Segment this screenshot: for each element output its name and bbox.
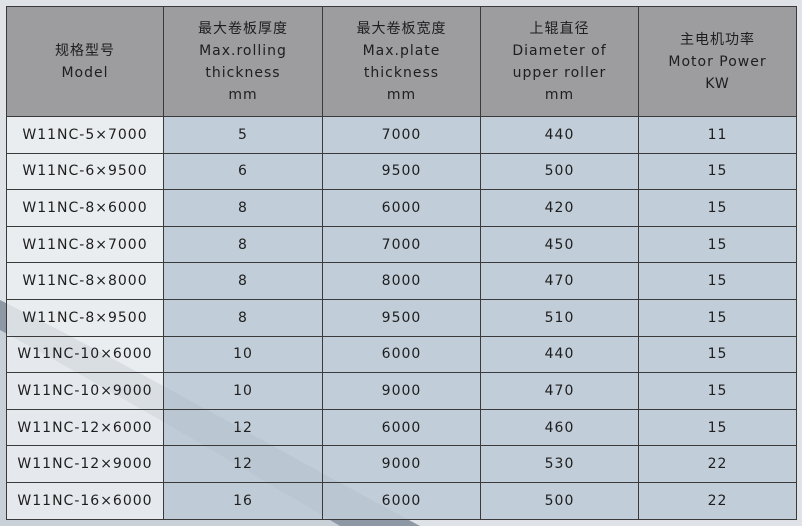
table-row: W11NC-8×9500 8 9500 510 15 xyxy=(6,298,797,337)
table-cell: W11NC-10×6000 xyxy=(6,335,164,374)
table-cell: 6000 xyxy=(322,335,481,374)
header-text: 上辊直径 xyxy=(529,20,590,37)
header-text: Model xyxy=(61,64,109,81)
table-cell: 460 xyxy=(480,408,639,447)
table-cell: 22 xyxy=(638,445,797,483)
table-cell: 10 xyxy=(163,372,323,410)
table-cell: W11NC-16×6000 xyxy=(6,481,164,520)
table-cell: 6000 xyxy=(322,481,481,520)
table-cell: 9000 xyxy=(322,372,481,410)
header-text: 最大卷板宽度 xyxy=(356,20,447,37)
table-cell: 15 xyxy=(638,152,797,191)
table-body: W11NC-5×7000 5 7000 440 11 W11NC-6×9500 6 9500 5… xyxy=(6,116,797,520)
table-cell: W11NC-10×9000 xyxy=(6,372,164,410)
table-row: W11NC-12×9000 12 9000 530 22 xyxy=(6,445,797,483)
table-row: W11NC-16×6000 16 6000 500 22 xyxy=(6,481,797,520)
header-text: Max.rolling xyxy=(199,42,287,59)
header-text: Motor Power xyxy=(668,53,767,70)
spec-table: 规格型号 Model 最大卷板厚度 Max.rolling thickness mm 最大卷… xyxy=(6,6,797,520)
table-cell: 7000 xyxy=(322,116,481,154)
header-cell: 最大卷板宽度 Max.plate thickness mm xyxy=(322,6,481,117)
table-cell: 9500 xyxy=(322,152,481,191)
header-cell: 上辊直径 Diameter of upper roller mm xyxy=(480,6,639,117)
table-cell: 11 xyxy=(638,116,797,154)
table-cell: 5 xyxy=(163,116,323,154)
table-cell: 440 xyxy=(480,116,639,154)
table-cell: W11NC-8×9500 xyxy=(6,298,164,337)
table-cell: 22 xyxy=(638,481,797,520)
table-cell: 9500 xyxy=(322,298,481,337)
header-text: upper roller xyxy=(512,64,607,81)
header-text: mm xyxy=(386,86,417,103)
table-cell: W11NC-6×9500 xyxy=(6,152,164,191)
table-cell: 10 xyxy=(163,335,323,374)
table-cell: 15 xyxy=(638,335,797,374)
table-cell: 470 xyxy=(480,262,639,300)
table-cell: W11NC-5×7000 xyxy=(6,116,164,154)
table-cell: 9000 xyxy=(322,445,481,483)
table-cell: 8000 xyxy=(322,262,481,300)
header-text: mm xyxy=(544,86,575,103)
table-cell: 6 xyxy=(163,152,323,191)
header-text: Diameter of xyxy=(512,42,607,59)
table-cell: 15 xyxy=(638,298,797,337)
table-cell: 12 xyxy=(163,408,323,447)
table-row: W11NC-5×7000 5 7000 440 11 xyxy=(6,116,797,154)
table-cell: 15 xyxy=(638,372,797,410)
table-cell: 15 xyxy=(638,408,797,447)
table-cell: 8 xyxy=(163,225,323,264)
header-text: mm xyxy=(228,86,258,103)
header-row: 规格型号 Model 最大卷板厚度 Max.rolling thickness mm 最大卷… xyxy=(6,6,797,117)
table-cell: 450 xyxy=(480,225,639,264)
header-text: thickness xyxy=(205,64,281,81)
table-row: W11NC-8×8000 8 8000 470 15 xyxy=(6,262,797,300)
header-text: 最大卷板厚度 xyxy=(198,20,288,37)
header-cell: 主电机功率 Motor Power KW xyxy=(638,6,797,117)
table-cell: 510 xyxy=(480,298,639,337)
table-cell: 15 xyxy=(638,225,797,264)
table-row: W11NC-8×7000 8 7000 450 15 xyxy=(6,225,797,264)
table-cell: 6000 xyxy=(322,189,481,227)
table-row: W11NC-10×9000 10 9000 470 15 xyxy=(6,372,797,410)
table-row: W11NC-10×6000 10 6000 440 15 xyxy=(6,335,797,374)
table-cell: 420 xyxy=(480,189,639,227)
table-cell: 7000 xyxy=(322,225,481,264)
table-cell: W11NC-8×7000 xyxy=(6,225,164,264)
table-cell: 470 xyxy=(480,372,639,410)
table-cell: W11NC-8×8000 xyxy=(6,262,164,300)
table-cell: W11NC-12×6000 xyxy=(6,408,164,447)
table-cell: 8 xyxy=(163,189,323,227)
table-cell: 500 xyxy=(480,481,639,520)
header-text: KW xyxy=(705,75,730,92)
header-text: thickness xyxy=(363,64,440,81)
table-cell: 8 xyxy=(163,298,323,337)
table-cell: 6000 xyxy=(322,408,481,447)
table-cell: 530 xyxy=(480,445,639,483)
header-text: Max.plate xyxy=(362,42,441,59)
header-text: 规格型号 xyxy=(55,42,115,59)
table-cell: 8 xyxy=(163,262,323,300)
table-cell: 15 xyxy=(638,189,797,227)
table-row: W11NC-8×6000 8 6000 420 15 xyxy=(6,189,797,227)
header-text: 主电机功率 xyxy=(680,31,755,48)
table-cell: W11NC-12×9000 xyxy=(6,445,164,483)
table-cell: 440 xyxy=(480,335,639,374)
table-row: W11NC-12×6000 12 6000 460 15 xyxy=(6,408,797,447)
table-cell: 16 xyxy=(163,481,323,520)
table-cell: 500 xyxy=(480,152,639,191)
table-cell: 12 xyxy=(163,445,323,483)
table-cell: W11NC-8×6000 xyxy=(6,189,164,227)
header-cell: 规格型号 Model xyxy=(6,6,164,117)
table-cell: 15 xyxy=(638,262,797,300)
table-row: W11NC-6×9500 6 9500 500 15 xyxy=(6,152,797,191)
header-cell: 最大卷板厚度 Max.rolling thickness mm xyxy=(163,6,323,117)
